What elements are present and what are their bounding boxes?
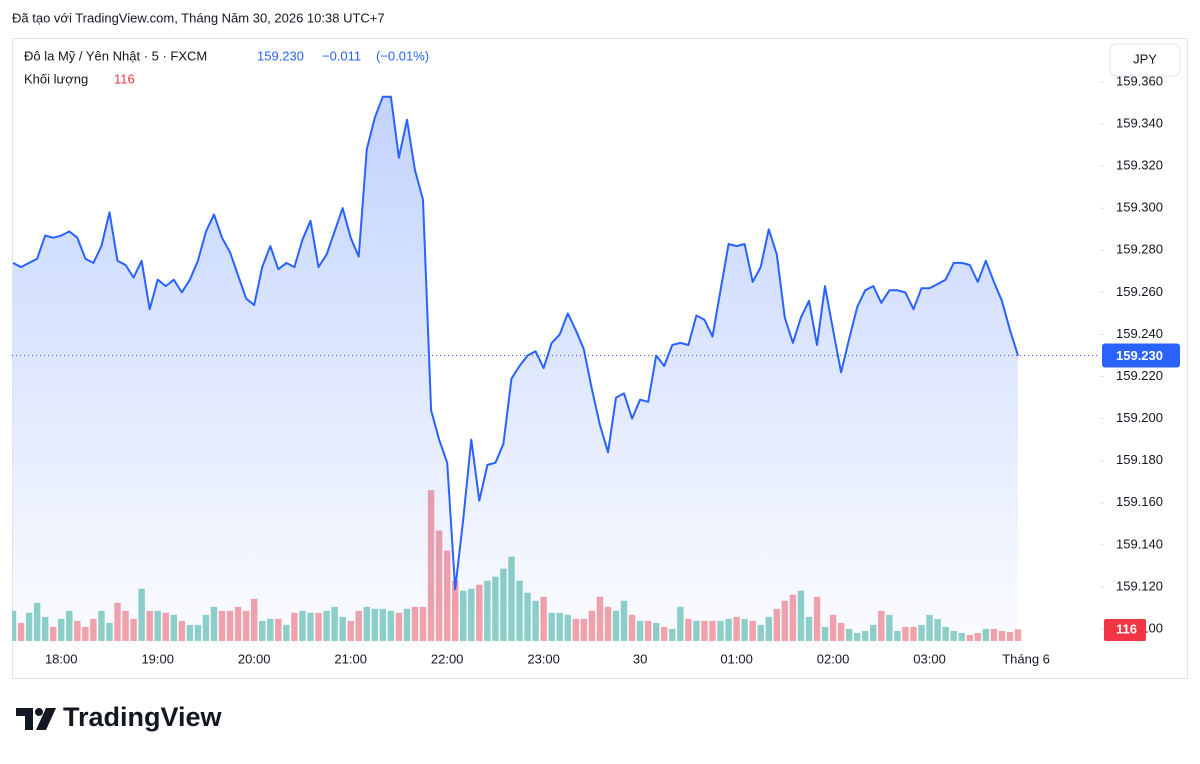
plot-area bbox=[12, 95, 1100, 641]
y-tick-label: 159.140 bbox=[1116, 536, 1163, 551]
last-price: 159.230 bbox=[257, 48, 304, 63]
y-tick-label: 159.220 bbox=[1116, 368, 1163, 383]
x-tick-label: 22:00 bbox=[431, 651, 464, 666]
y-tick-label: 159.320 bbox=[1116, 158, 1163, 173]
y-tick-label: 159.280 bbox=[1116, 242, 1163, 257]
x-tick-label: 23:00 bbox=[527, 651, 560, 666]
symbol: Đô la Mỹ / Yên Nhật · 5 · FXCM bbox=[24, 48, 207, 63]
currency-button[interactable] bbox=[1109, 43, 1181, 77]
last-price-badge bbox=[1102, 343, 1180, 368]
x-tick-label: Tháng 6 bbox=[1002, 651, 1050, 666]
volume-name: Khối lượng bbox=[24, 71, 88, 86]
y-tick-label: 159.340 bbox=[1116, 115, 1163, 130]
y-tick-label: 159.120 bbox=[1116, 578, 1163, 593]
volume-badge bbox=[1104, 619, 1146, 641]
legend: Đô la Mỹ / Yên Nhật · 5 · FXCM 159.230 −… bbox=[24, 48, 429, 86]
x-tick-label: 02:00 bbox=[817, 651, 850, 666]
last-price-label: 159.230 bbox=[1116, 348, 1163, 363]
y-tick-label: 159.360 bbox=[1116, 73, 1163, 88]
volume-badge-label: 116 bbox=[1116, 621, 1137, 636]
volume-last: 116 bbox=[114, 71, 135, 86]
y-tick-label: 159.300 bbox=[1116, 200, 1163, 215]
x-tick-label: 20:00 bbox=[238, 651, 271, 666]
y-tick-label: 159.200 bbox=[1116, 410, 1163, 425]
price-line bbox=[12, 95, 1019, 590]
logo-mark bbox=[35, 708, 43, 716]
x-tick-label: 01:00 bbox=[720, 651, 753, 666]
logo-mark bbox=[36, 708, 56, 730]
change-percent: (−0.01%) bbox=[376, 48, 429, 63]
brand: TradingView bbox=[63, 702, 223, 732]
header: Đã tạo với TradingView.com, Tháng Năm 30… bbox=[12, 10, 385, 25]
logo-mark bbox=[16, 708, 33, 730]
y-tick-label: 159.260 bbox=[1116, 284, 1163, 299]
y-tick-label: 159.240 bbox=[1116, 326, 1163, 341]
y-tick-label: 159.160 bbox=[1116, 494, 1163, 509]
x-tick-label: 03:00 bbox=[913, 651, 946, 666]
change: −0.011 bbox=[322, 48, 361, 63]
axes: 159.100159.120159.140159.160159.180159.2… bbox=[45, 73, 1180, 666]
y-tick-label: 159.180 bbox=[1116, 452, 1163, 467]
frame bbox=[12, 38, 1188, 679]
logo bbox=[16, 708, 56, 730]
x-tick-label: 18:00 bbox=[45, 651, 78, 666]
x-tick-label: 30 bbox=[633, 651, 647, 666]
x-tick-label: 19:00 bbox=[141, 651, 174, 666]
x-tick-label: 21:00 bbox=[334, 651, 367, 666]
currency[interactable]: JPY bbox=[1133, 51, 1157, 66]
price-area bbox=[13, 96, 1018, 641]
